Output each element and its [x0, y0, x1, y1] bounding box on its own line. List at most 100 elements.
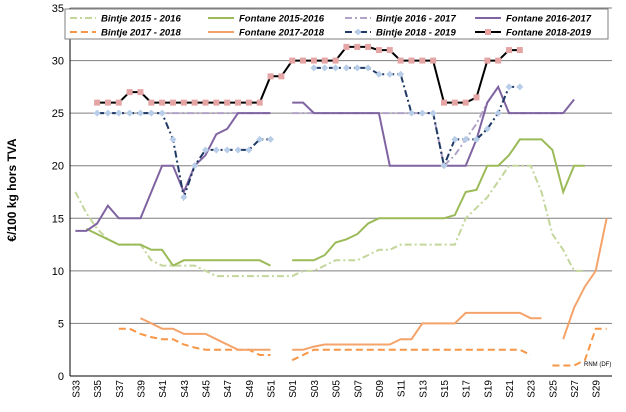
y-tick-label: 25 — [52, 108, 64, 120]
legend-marker — [485, 29, 491, 35]
x-tick-label: S19 — [483, 380, 494, 398]
marker — [310, 57, 317, 64]
series-line — [140, 218, 608, 351]
marker — [353, 64, 361, 72]
x-tick-label: S33 — [71, 380, 82, 398]
x-tick-label: S51 — [267, 380, 278, 398]
x-tick-label: S39 — [136, 380, 147, 398]
x-tick-label: S49 — [245, 380, 256, 398]
marker — [126, 109, 134, 117]
marker — [495, 57, 502, 64]
legend-label: Bintje 2016 - 2017 — [376, 14, 456, 25]
x-tick-label: S25 — [548, 380, 559, 398]
marker — [332, 64, 340, 72]
marker — [321, 64, 329, 72]
x-tick-label: S17 — [462, 380, 473, 398]
y-tick-label: 35 — [52, 3, 64, 15]
marker — [300, 57, 307, 64]
marker — [494, 109, 502, 117]
marker — [191, 99, 198, 106]
marker — [202, 99, 209, 106]
marker — [136, 109, 144, 117]
marker — [224, 99, 231, 106]
marker — [462, 135, 470, 143]
marker — [516, 83, 524, 91]
x-tick-label: S37 — [115, 380, 126, 398]
marker — [354, 43, 361, 50]
marker — [397, 70, 405, 78]
x-tick-label: S05 — [332, 380, 343, 398]
marker — [386, 47, 393, 54]
marker — [245, 146, 253, 154]
y-axis-label: €/100 kg hors TVA — [5, 138, 19, 241]
marker — [267, 73, 274, 80]
marker — [310, 64, 318, 72]
marker — [158, 109, 166, 117]
x-tick-label: S27 — [570, 380, 581, 398]
series-line — [97, 45, 520, 104]
x-tick-label: S15 — [440, 380, 451, 398]
marker — [473, 135, 480, 143]
marker — [408, 57, 415, 64]
series-line — [118, 327, 607, 367]
series-line — [97, 66, 520, 202]
x-tick-label: S35 — [93, 380, 104, 398]
x-tick-label: S23 — [527, 380, 538, 398]
y-tick-label: 5 — [58, 318, 64, 330]
marker — [429, 109, 437, 117]
annotation: RNM (DF) — [584, 362, 611, 368]
marker — [440, 162, 448, 170]
marker — [386, 70, 394, 78]
series-line — [74, 164, 585, 278]
marker — [332, 57, 339, 64]
marker — [148, 99, 155, 106]
marker — [94, 99, 101, 106]
marker — [115, 99, 122, 106]
marker — [191, 162, 199, 170]
series-line — [75, 84, 575, 232]
marker — [516, 47, 523, 54]
marker — [235, 99, 242, 106]
marker — [169, 99, 176, 106]
x-tick-label: S09 — [375, 380, 386, 398]
x-tick-label: S29 — [592, 380, 603, 398]
marker — [342, 64, 350, 72]
marker — [321, 57, 328, 64]
marker — [93, 109, 101, 117]
marker — [202, 146, 209, 154]
x-tick-label: S43 — [180, 380, 191, 398]
legend-label: Bintje 2018 - 2019 — [376, 28, 456, 39]
marker — [169, 135, 177, 143]
legend-label: Bintje 2015 - 2016 — [101, 14, 181, 25]
marker — [343, 43, 350, 50]
marker — [212, 146, 220, 154]
x-tick-label: S21 — [505, 380, 516, 398]
marker — [462, 99, 469, 106]
y-tick-label: 0 — [58, 371, 64, 383]
marker — [289, 57, 296, 64]
legend-label: Fontane 2016-2017 — [506, 14, 592, 25]
marker — [375, 47, 382, 54]
marker — [213, 99, 220, 106]
marker — [419, 57, 426, 64]
marker — [365, 43, 372, 50]
marker — [180, 193, 188, 201]
marker — [440, 99, 447, 106]
marker — [104, 99, 111, 106]
marker — [115, 109, 123, 117]
marker — [364, 64, 372, 72]
legend-label: Fontane 2018-2019 — [506, 28, 592, 39]
legend-label: Fontane 2015-2016 — [239, 14, 325, 25]
marker — [234, 146, 242, 154]
series-line — [85, 138, 585, 267]
legend-marker — [354, 28, 362, 36]
marker — [137, 89, 144, 96]
marker — [451, 99, 458, 106]
marker — [223, 146, 231, 154]
marker — [104, 109, 112, 117]
y-tick-label: 20 — [52, 161, 64, 173]
marker — [267, 135, 275, 143]
x-tick-label: S11 — [397, 380, 408, 397]
marker — [159, 99, 166, 106]
